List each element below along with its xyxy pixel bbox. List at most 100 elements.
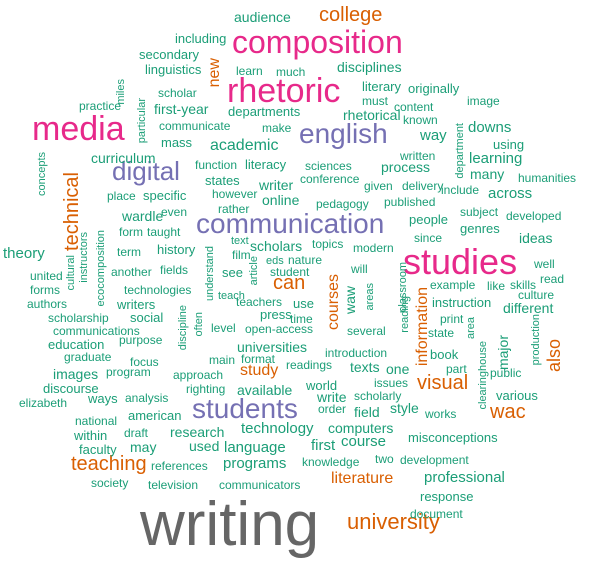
word-concepts: concepts	[36, 152, 48, 197]
word-production: production	[530, 314, 542, 366]
word-cultural: cultural	[65, 255, 77, 291]
word-online: online	[262, 192, 300, 208]
word-text: text	[231, 235, 249, 247]
word-knowledge: knowledge	[302, 455, 360, 469]
word-english: english	[299, 118, 388, 149]
word-authors: authors	[27, 297, 68, 311]
word-time: time	[290, 312, 313, 326]
word-program: program	[106, 365, 151, 379]
word-public: public	[490, 366, 522, 380]
word-audience: audience	[234, 9, 291, 25]
word-purpose: purpose	[119, 333, 163, 347]
word-secondary: secondary	[139, 47, 199, 62]
word-writers: writers	[117, 297, 156, 312]
word-different: different	[503, 300, 554, 316]
word-instructors: instructors	[78, 232, 90, 283]
word-course: course	[341, 433, 387, 450]
word-university: university	[347, 509, 440, 534]
word-discourse: discourse	[43, 381, 99, 396]
word-media: media	[32, 110, 125, 148]
word-rather: rather	[218, 202, 250, 216]
word-references: references	[151, 459, 208, 473]
word-make: make	[262, 121, 292, 135]
word-academic: academic	[210, 137, 279, 154]
word-scholar: scholar	[158, 86, 197, 100]
word-education: education	[48, 337, 105, 352]
word-approach: approach	[173, 368, 224, 382]
word-college: college	[319, 4, 383, 26]
word-content: content	[394, 100, 434, 114]
word-theory: theory	[3, 245, 45, 262]
word-subject: subject	[460, 205, 499, 219]
word-world: world	[306, 378, 338, 393]
word-ecocomposition: ecocomposition	[95, 230, 107, 307]
word-article: article	[248, 256, 260, 286]
word-communications: communications	[53, 324, 140, 338]
word-sciences: sciences	[305, 159, 352, 173]
word-graduate: graduate	[64, 350, 112, 364]
word-issues: issues	[374, 376, 409, 390]
word-may: may	[130, 439, 157, 455]
word-reading: reading	[399, 296, 411, 333]
word-function: function	[195, 158, 238, 172]
word-instruction: instruction	[432, 295, 492, 310]
word-press: press	[260, 307, 292, 322]
word-skills: skills	[510, 278, 536, 292]
word-known: known	[403, 113, 438, 127]
word-one: one	[386, 361, 410, 377]
word-rhetoric: rhetoric	[227, 72, 341, 110]
word-states: states	[205, 173, 240, 188]
word-people: people	[409, 212, 449, 227]
word-read: read	[540, 272, 565, 286]
word-programs: programs	[223, 455, 287, 472]
word-technology: technology	[241, 420, 314, 437]
word-developed: developed	[506, 209, 562, 223]
word-conference: conference	[300, 172, 360, 186]
word-culture: culture	[518, 288, 555, 302]
word-process: process	[381, 159, 431, 175]
word-also: also	[544, 339, 564, 373]
word-practice: practice	[79, 99, 122, 113]
word-two: two	[375, 452, 394, 466]
word-writer: writer	[259, 177, 294, 193]
word-students: students	[192, 393, 298, 424]
word-society: society	[91, 476, 129, 490]
word-first-year: first-year	[154, 101, 209, 117]
word-misconceptions: misconceptions	[408, 430, 498, 445]
word-scholarship: scholarship	[48, 311, 109, 325]
word-literary: literary	[362, 79, 402, 94]
word-place: place	[107, 189, 136, 203]
word-eds: eds	[266, 255, 284, 267]
word-major: major	[495, 335, 511, 371]
word-communicators: communicators	[219, 478, 301, 492]
word-must: must	[362, 94, 389, 108]
word-scholarly: scholarly	[354, 389, 402, 403]
word-social: social	[130, 310, 164, 325]
word-teachers: teachers	[236, 295, 283, 309]
word-wac: wac	[490, 401, 526, 423]
word-often: often	[193, 312, 205, 337]
word-can: can	[273, 272, 306, 294]
word-particular: particular	[136, 98, 148, 144]
word-book: book	[430, 347, 459, 362]
word-visual: visual	[417, 372, 469, 394]
word-draft: draft	[124, 426, 149, 440]
word-first: first	[311, 437, 336, 454]
word-topics: topics	[312, 237, 344, 251]
word-forms: forms	[30, 283, 60, 297]
word-including: including	[175, 31, 227, 46]
word-several: several	[347, 324, 386, 338]
word-waw: waw	[342, 286, 358, 315]
word-level: level	[211, 321, 236, 335]
word-various: various	[496, 388, 538, 403]
word-new: new	[206, 58, 223, 88]
word-part: part	[446, 362, 467, 376]
word-research: research	[170, 424, 225, 440]
word-ideas: ideas	[519, 230, 553, 246]
word-history: history	[157, 242, 196, 257]
word-across: across	[488, 185, 533, 202]
word-clearinghouse: clearinghouse	[477, 341, 489, 410]
word-mass: mass	[161, 135, 193, 150]
word-since: since	[414, 231, 443, 245]
